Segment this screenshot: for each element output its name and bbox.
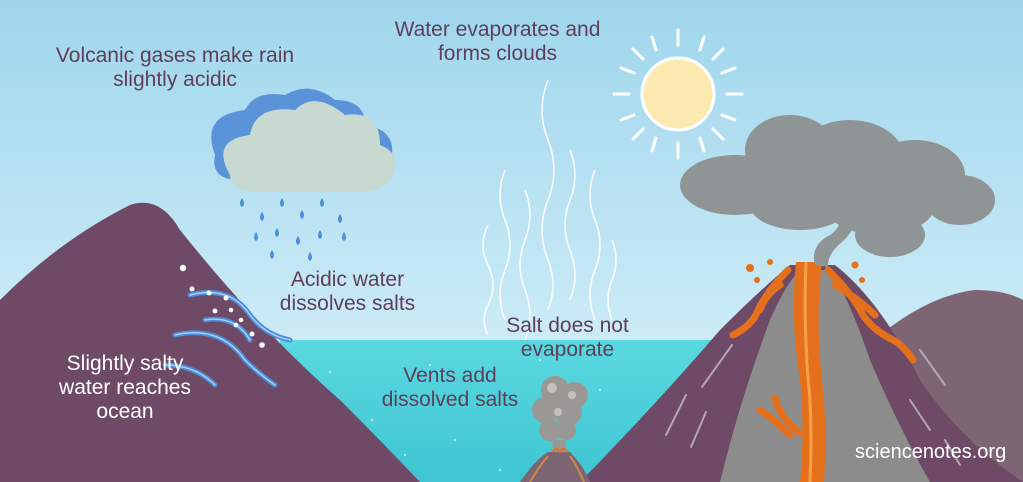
label-evaporation: Water evaporates and forms clouds	[394, 18, 601, 65]
volcano-icon	[580, 259, 1023, 482]
evaporation-lines	[482, 79, 617, 341]
vent-icon	[520, 376, 590, 482]
left-mountain	[0, 202, 420, 482]
credit-text: sciencenotes.org	[855, 441, 1007, 463]
sun-icon	[612, 28, 744, 160]
label-volcanic-gases: Volcanic gases make rain slightly acidic	[55, 44, 295, 91]
salt-particles	[179, 264, 265, 348]
smoke-cloud-icon	[680, 115, 995, 267]
label-salt: Salt does not evaporate	[506, 314, 629, 361]
rain-cloud-icon	[211, 88, 396, 261]
label-vents: Vents add dissolved salts	[381, 364, 519, 411]
runoff-water-streams	[162, 290, 293, 388]
label-acidic-water: Acidic water dissolves salts	[279, 268, 416, 315]
label-runoff: Slightly salty water reaches ocean	[59, 352, 191, 423]
